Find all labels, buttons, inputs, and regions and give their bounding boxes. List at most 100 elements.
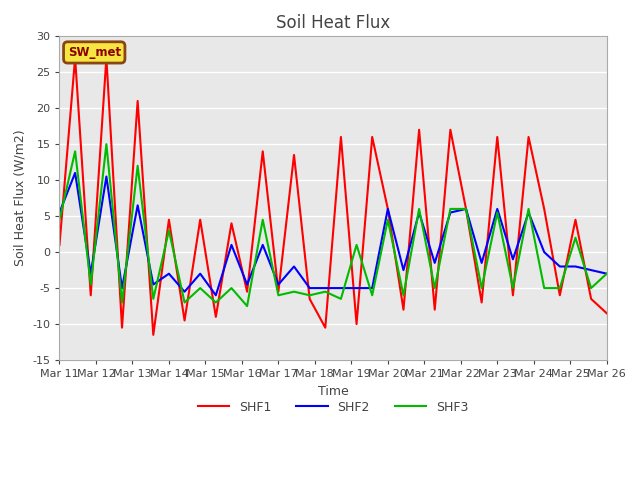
- SHF2: [259, 242, 267, 248]
- SHF2: [165, 271, 173, 276]
- SHF2: [306, 285, 314, 291]
- SHF1: [180, 318, 188, 324]
- SHF1: [431, 307, 438, 312]
- SHF3: [71, 148, 79, 154]
- SHF1: [588, 296, 595, 302]
- SHF3: [243, 303, 251, 309]
- SHF2: [337, 285, 345, 291]
- SHF3: [462, 206, 470, 212]
- SHF3: [56, 217, 63, 223]
- SHF2: [275, 282, 282, 288]
- Line: SHF1: SHF1: [60, 58, 607, 335]
- SHF2: [415, 210, 423, 216]
- SHF1: [134, 98, 141, 104]
- SHF1: [556, 292, 564, 298]
- SHF3: [572, 235, 579, 240]
- Line: SHF2: SHF2: [60, 173, 607, 295]
- SHF1: [384, 206, 392, 212]
- SHF3: [353, 242, 360, 248]
- SHF1: [275, 289, 282, 295]
- SHF3: [87, 282, 95, 288]
- SHF2: [556, 264, 564, 269]
- SHF1: [525, 134, 532, 140]
- SHF2: [150, 282, 157, 288]
- SHF3: [180, 300, 188, 305]
- SHF2: [353, 285, 360, 291]
- SHF2: [118, 285, 126, 291]
- SHF1: [150, 332, 157, 338]
- SHF1: [603, 311, 611, 316]
- SHF1: [212, 314, 220, 320]
- Y-axis label: Soil Heat Flux (W/m2): Soil Heat Flux (W/m2): [14, 130, 27, 266]
- SHF2: [603, 271, 611, 276]
- SHF3: [102, 141, 110, 147]
- SHF1: [369, 134, 376, 140]
- SHF1: [447, 127, 454, 132]
- SHF1: [71, 55, 79, 60]
- SHF3: [134, 163, 141, 168]
- SHF1: [259, 148, 267, 154]
- SHF2: [243, 282, 251, 288]
- SHF1: [572, 217, 579, 223]
- SHF1: [228, 220, 236, 226]
- SHF1: [118, 325, 126, 331]
- Legend: SHF1, SHF2, SHF3: SHF1, SHF2, SHF3: [193, 396, 474, 419]
- SHF1: [306, 296, 314, 302]
- SHF3: [384, 217, 392, 223]
- SHF2: [384, 206, 392, 212]
- SHF2: [180, 289, 188, 295]
- SHF3: [540, 285, 548, 291]
- SHF2: [102, 174, 110, 180]
- SHF3: [321, 289, 329, 295]
- SHF2: [369, 285, 376, 291]
- SHF2: [478, 260, 486, 266]
- SHF3: [415, 206, 423, 212]
- SHF2: [509, 256, 516, 262]
- SHF2: [71, 170, 79, 176]
- SHF3: [196, 285, 204, 291]
- SHF3: [212, 300, 220, 305]
- SHF1: [337, 134, 345, 140]
- SHF3: [290, 289, 298, 295]
- SHF1: [196, 217, 204, 223]
- SHF3: [525, 206, 532, 212]
- SHF2: [134, 203, 141, 208]
- SHF2: [87, 271, 95, 276]
- SHF2: [56, 210, 63, 216]
- SHF3: [118, 300, 126, 305]
- SHF2: [290, 264, 298, 269]
- SHF2: [540, 249, 548, 255]
- SHF3: [556, 285, 564, 291]
- SHF1: [415, 127, 423, 132]
- SHF1: [509, 292, 516, 298]
- SHF2: [212, 292, 220, 298]
- SHF3: [306, 292, 314, 298]
- SHF1: [493, 134, 501, 140]
- SHF1: [540, 206, 548, 212]
- SHF2: [399, 267, 407, 273]
- SHF2: [321, 285, 329, 291]
- SHF1: [290, 152, 298, 158]
- SHF2: [588, 267, 595, 273]
- Line: SHF3: SHF3: [60, 144, 607, 306]
- SHF3: [228, 285, 236, 291]
- SHF3: [588, 285, 595, 291]
- SHF3: [337, 296, 345, 302]
- SHF1: [321, 325, 329, 331]
- SHF2: [462, 206, 470, 212]
- SHF3: [603, 271, 611, 276]
- SHF3: [447, 206, 454, 212]
- SHF1: [399, 307, 407, 312]
- SHF1: [56, 242, 63, 248]
- SHF1: [462, 206, 470, 212]
- SHF2: [572, 264, 579, 269]
- SHF1: [102, 55, 110, 60]
- SHF3: [369, 292, 376, 298]
- SHF3: [165, 228, 173, 233]
- SHF1: [243, 289, 251, 295]
- SHF1: [478, 300, 486, 305]
- SHF3: [259, 217, 267, 223]
- SHF3: [478, 285, 486, 291]
- SHF2: [447, 210, 454, 216]
- SHF1: [353, 321, 360, 327]
